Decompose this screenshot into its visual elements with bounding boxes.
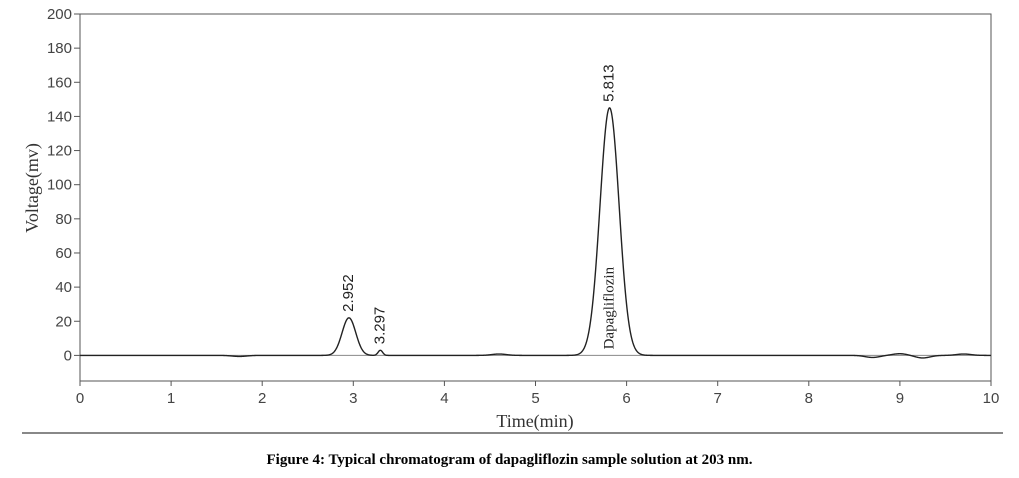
y-tick-label: 0 xyxy=(64,347,72,364)
y-axis: 0 20 40 60 80 100 120 140 160 180 200 xyxy=(47,6,80,364)
y-tick-label: 80 xyxy=(55,211,72,228)
x-tick-label: 8 xyxy=(805,390,813,407)
chromatogram-trace xyxy=(80,107,991,359)
y-axis-title: Voltage(mv) xyxy=(22,143,43,233)
peak-retention-label: 3.297 xyxy=(371,307,388,345)
x-tick-label: 9 xyxy=(896,390,904,407)
plot-frame xyxy=(79,13,992,382)
y-tick-label: 120 xyxy=(47,143,72,160)
x-tick-label: 3 xyxy=(349,390,357,407)
y-tick-label: 20 xyxy=(55,313,72,330)
peak-labels: 2.952 3.297 5.813 Dapagliflozin xyxy=(340,64,618,349)
x-tick-label: 1 xyxy=(167,390,175,407)
caption-divider xyxy=(22,432,1003,434)
y-tick-label: 140 xyxy=(47,108,72,125)
x-tick-label: 6 xyxy=(622,390,630,407)
x-tick-label: 4 xyxy=(440,390,448,407)
peak-compound-label: Dapagliflozin xyxy=(602,266,618,349)
x-tick-label: 10 xyxy=(983,390,1000,407)
y-tick-label: 60 xyxy=(55,245,72,262)
y-tick-label: 100 xyxy=(47,177,72,194)
y-tick-label: 160 xyxy=(47,74,72,91)
peak-retention-label: 2.952 xyxy=(340,274,357,312)
x-tick-label: 5 xyxy=(531,390,539,407)
y-tick-label: 40 xyxy=(55,279,72,296)
x-tick-label: 2 xyxy=(258,390,266,407)
y-tick-label: 180 xyxy=(47,40,72,57)
y-tick-label: 200 xyxy=(47,6,72,23)
figure-caption: Figure 4: Typical chromatogram of dapagl… xyxy=(266,452,753,468)
peak-retention-label: 5.813 xyxy=(601,64,618,102)
x-axis: 0 1 2 3 4 5 6 7 8 9 10 xyxy=(76,381,1000,407)
x-tick-label: 0 xyxy=(76,390,84,407)
x-tick-label: 7 xyxy=(714,390,722,407)
x-axis-title: Time(min) xyxy=(496,411,573,432)
